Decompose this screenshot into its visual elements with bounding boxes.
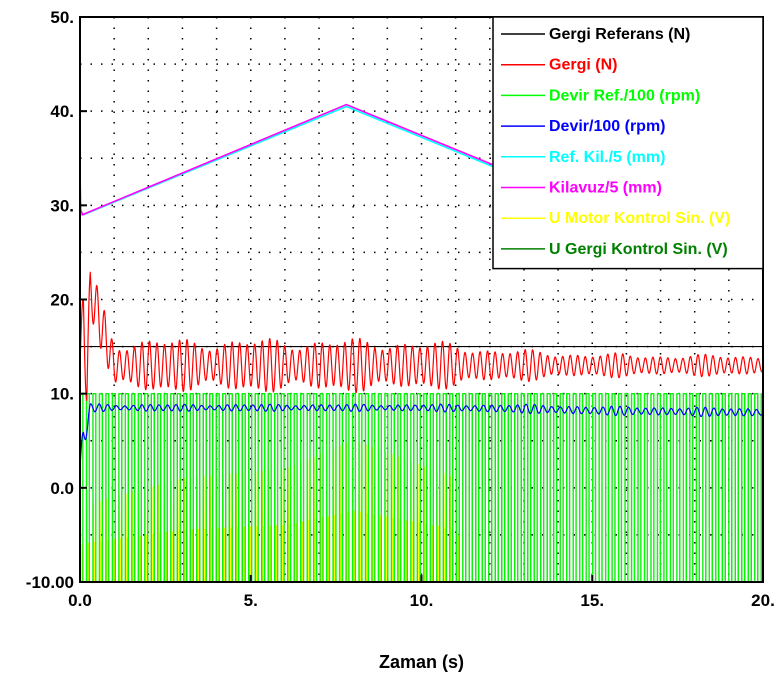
y-tick-label: 10. (50, 385, 74, 404)
y-tick-label: 30. (50, 196, 74, 215)
legend-entry: Kilavuz/5 (mm) (549, 180, 662, 197)
y-tick-label: 20. (50, 291, 74, 310)
legend-entry: U Gergi Kontrol Sin. (V) (549, 241, 728, 258)
legend-entry: Devir/100 (rpm) (549, 118, 666, 135)
legend-entry: Devir Ref./100 (rpm) (549, 87, 700, 104)
x-axis-title: Zaman (s) (379, 652, 464, 672)
legend-entry: Ref. Kil./5 (mm) (549, 149, 665, 166)
tick-labels: -10.000.010.20.30.40.50.0.0 5. 10. 15. 20. (26, 8, 775, 610)
y-tick-label: 50. (50, 8, 74, 27)
y-tick-label: 40. (50, 102, 74, 121)
series-line (79, 271, 764, 402)
series-line (80, 105, 508, 216)
y-tick-label: -10.00 (26, 573, 74, 592)
legend-entry: U Motor Kontrol Sin. (V) (549, 210, 730, 227)
x-tick-label: 10. (410, 591, 434, 610)
series-line (79, 403, 764, 470)
x-tick-label: 5. (244, 591, 258, 610)
y-tick-label: 0.0 (50, 479, 74, 498)
legend-entry: Gergi (N) (549, 57, 617, 74)
x-tick-label: 20. (751, 591, 775, 610)
x-tick-label: 15. (580, 591, 604, 610)
x-tick-label: 0.0 (68, 591, 92, 610)
legend: Gergi Referans (N) Gergi (N) Devir Ref./10… (492, 16, 764, 270)
legend-box (492, 16, 764, 270)
legend-entry: Gergi Referans (N) (549, 26, 690, 43)
